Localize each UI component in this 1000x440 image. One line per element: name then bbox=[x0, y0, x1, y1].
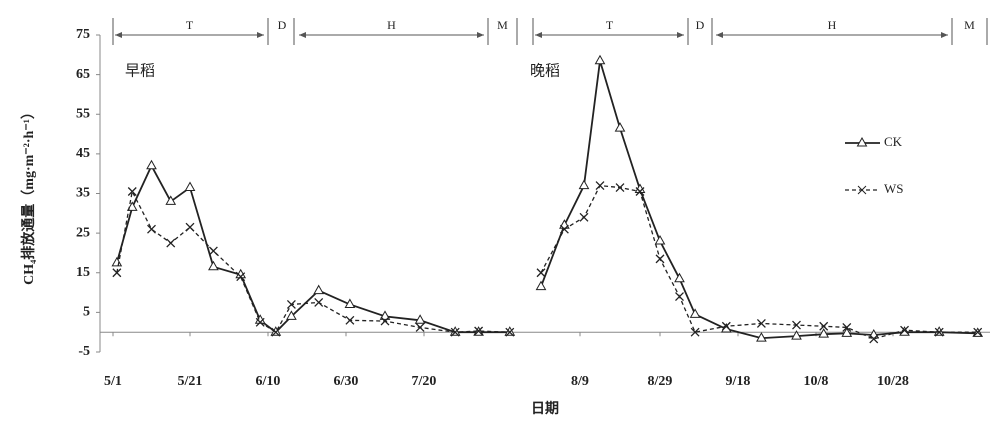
point bbox=[313, 284, 325, 295]
point bbox=[674, 272, 685, 283]
point bbox=[635, 187, 645, 196]
y-tick-label: 65 bbox=[76, 67, 90, 82]
y-tick-label: 75 bbox=[76, 27, 90, 42]
point bbox=[654, 235, 666, 245]
point bbox=[185, 222, 195, 232]
point bbox=[869, 334, 879, 344]
phase-label: H bbox=[387, 18, 396, 32]
phase-label: T bbox=[606, 18, 614, 32]
phase-label: D bbox=[278, 18, 287, 32]
x-tick-label: 8/9 bbox=[571, 374, 589, 389]
x-tick-label: 9/18 bbox=[726, 374, 751, 389]
point bbox=[208, 260, 219, 271]
point bbox=[415, 322, 425, 332]
point bbox=[236, 272, 246, 282]
point bbox=[474, 326, 484, 336]
point bbox=[841, 327, 853, 337]
season-label: 早稻 bbox=[125, 62, 155, 79]
point bbox=[721, 321, 731, 331]
point bbox=[535, 280, 547, 291]
point bbox=[578, 179, 590, 190]
point bbox=[614, 122, 626, 132]
phase-label: D bbox=[696, 18, 705, 32]
legend-marker bbox=[856, 136, 868, 147]
point bbox=[615, 183, 625, 193]
x-tick-label: 7/20 bbox=[412, 374, 437, 389]
point bbox=[345, 315, 355, 325]
y-tick-label: 55 bbox=[76, 106, 90, 121]
x-tick-label: 10/28 bbox=[877, 374, 909, 389]
point bbox=[819, 321, 829, 331]
point bbox=[208, 246, 218, 256]
y-tick-label: -5 bbox=[78, 344, 90, 359]
y-tick-label: 5 bbox=[83, 305, 90, 320]
point bbox=[146, 159, 157, 170]
point bbox=[184, 181, 196, 192]
point bbox=[579, 212, 589, 222]
point bbox=[559, 219, 570, 229]
point bbox=[690, 327, 700, 337]
point bbox=[255, 317, 265, 327]
point bbox=[792, 320, 801, 330]
point bbox=[414, 314, 426, 324]
point bbox=[344, 298, 356, 308]
legend-label: CK bbox=[884, 134, 903, 149]
point bbox=[595, 181, 605, 191]
point bbox=[900, 325, 910, 335]
x-tick-label: 6/30 bbox=[334, 374, 359, 389]
point bbox=[594, 54, 606, 65]
point bbox=[756, 332, 767, 342]
point bbox=[559, 224, 569, 234]
legend-marker bbox=[857, 185, 867, 195]
point bbox=[127, 187, 137, 196]
point bbox=[379, 310, 391, 320]
series-line bbox=[116, 184, 978, 340]
season-label: 晚稻 bbox=[530, 62, 560, 79]
point bbox=[675, 292, 684, 301]
point bbox=[126, 201, 138, 211]
y-tick-label: 35 bbox=[76, 186, 90, 201]
point bbox=[165, 195, 177, 205]
x-tick-label: 5/21 bbox=[178, 374, 203, 389]
point bbox=[449, 326, 461, 336]
phase-label: M bbox=[497, 18, 508, 32]
point bbox=[842, 322, 852, 332]
point bbox=[380, 316, 390, 326]
x-tick-label: 5/1 bbox=[104, 374, 122, 389]
point bbox=[818, 328, 830, 338]
point bbox=[504, 326, 516, 336]
legend-label: WS bbox=[884, 181, 904, 196]
point bbox=[147, 224, 156, 234]
x-tick-label: 10/8 bbox=[804, 374, 829, 389]
y-tick-label: 15 bbox=[76, 265, 90, 280]
point bbox=[536, 268, 546, 278]
x-axis-label: 日期 bbox=[531, 401, 559, 417]
point bbox=[756, 319, 766, 328]
point bbox=[271, 327, 281, 337]
point bbox=[112, 268, 122, 278]
phase-label: M bbox=[964, 18, 975, 32]
point bbox=[934, 327, 944, 337]
point bbox=[286, 299, 296, 309]
x-tick-label: 6/10 bbox=[256, 374, 281, 389]
point bbox=[505, 327, 515, 337]
x-tick-label: 8/29 bbox=[648, 374, 673, 389]
y-tick-label: 25 bbox=[76, 225, 90, 240]
point bbox=[450, 327, 460, 337]
point bbox=[655, 254, 665, 264]
point bbox=[314, 298, 324, 307]
phase-label: H bbox=[828, 18, 837, 32]
point bbox=[973, 327, 983, 337]
point bbox=[286, 310, 297, 320]
point bbox=[791, 330, 802, 340]
point bbox=[689, 308, 701, 318]
series-line bbox=[115, 60, 978, 340]
point bbox=[933, 326, 945, 336]
phase-label: T bbox=[186, 18, 194, 32]
y-axis-label: CH₄排放通量（mg·m⁻²·h⁻¹） bbox=[20, 105, 37, 285]
y-tick-label: 45 bbox=[76, 146, 90, 161]
point bbox=[166, 238, 176, 248]
